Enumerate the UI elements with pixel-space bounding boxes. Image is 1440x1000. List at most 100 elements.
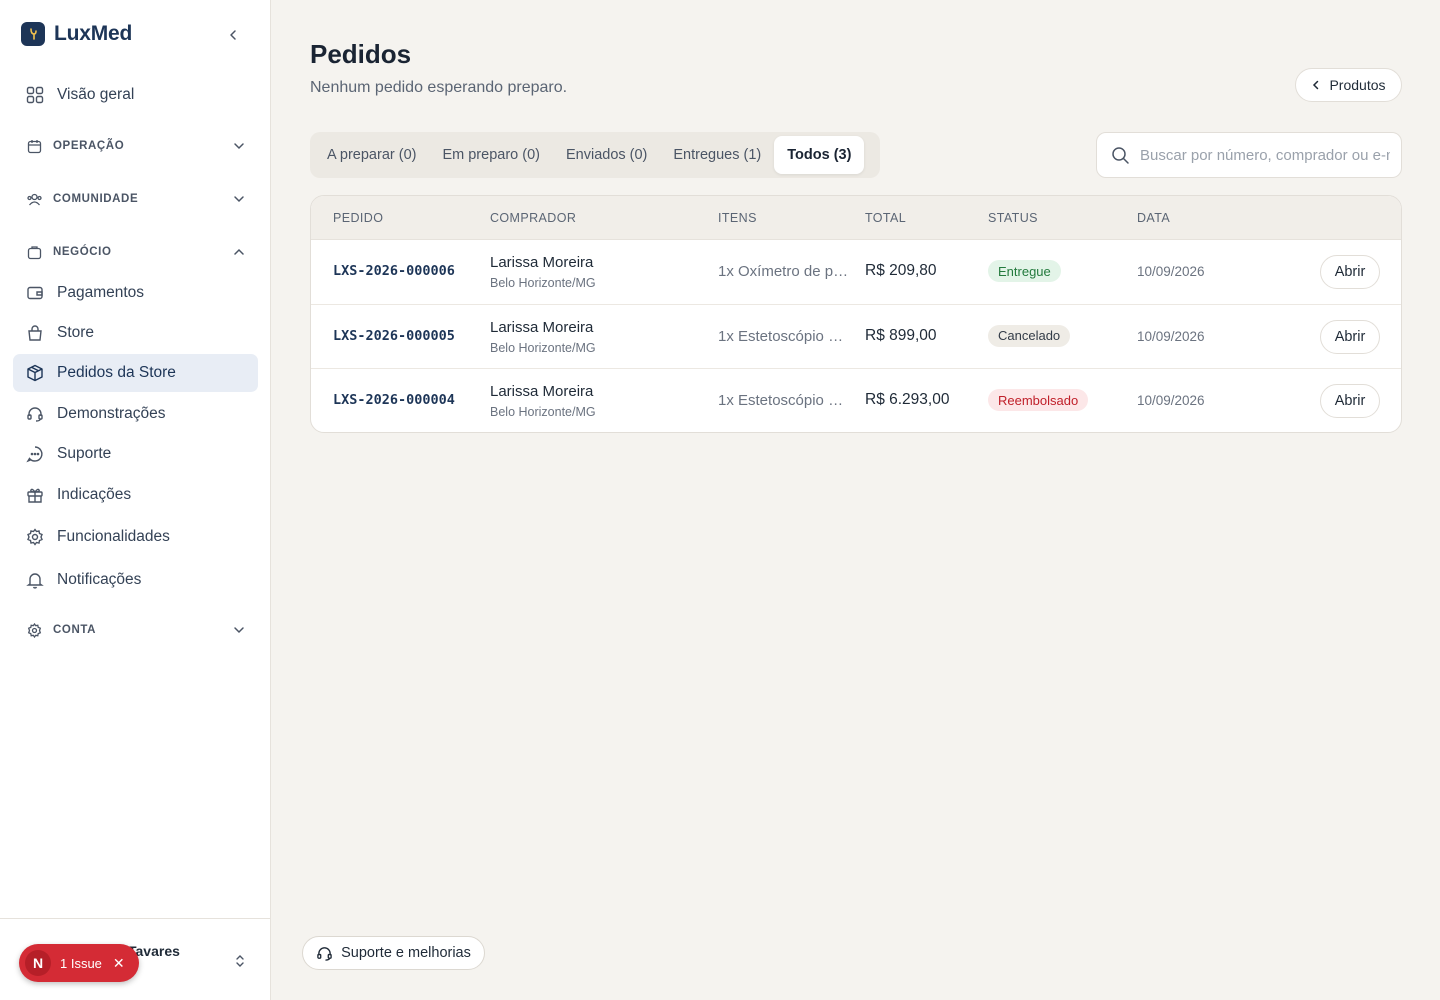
- brand[interactable]: LuxMed: [21, 22, 132, 46]
- sidebar-item-label: Store: [57, 324, 95, 341]
- section-label: NEGÓCIO: [53, 246, 112, 258]
- sidebar-item-store[interactable]: Store: [13, 314, 258, 352]
- sidebar: LuxMed Visão geral OPERAÇÃO COMUNIDADE N…: [0, 0, 271, 1000]
- tab-entregues[interactable]: Entregues (1): [673, 147, 762, 163]
- table-row[interactable]: LXS-2026-000004 Larissa Moreira Belo Hor…: [311, 369, 1401, 432]
- sidebar-item-notificacoes[interactable]: Notificações: [13, 561, 258, 599]
- order-id[interactable]: LXS-2026-000006: [333, 263, 455, 279]
- order-date: 10/09/2026: [1137, 393, 1205, 408]
- next-logo-icon: N: [25, 950, 51, 976]
- sidebar-item-pedidos-da-store[interactable]: Pedidos da Store: [13, 354, 258, 392]
- sidebar-item-funcionalidades[interactable]: Funcionalidades: [13, 518, 258, 556]
- column-header-data: DATA: [1137, 211, 1171, 225]
- package-icon: [25, 364, 44, 383]
- tab-em-preparo[interactable]: Em preparo (0): [442, 147, 540, 163]
- brand-logo-icon: [21, 22, 45, 46]
- order-items: 1x Estetoscópio Li...: [718, 392, 850, 409]
- chevron-up-icon: [234, 248, 244, 255]
- grid-icon: [25, 86, 44, 105]
- buyer-city: Belo Horizonte/MG: [490, 340, 596, 355]
- table-header: PEDIDO COMPRADOR ITENS TOTAL STATUS DATA: [311, 196, 1401, 240]
- status-tabs: A preparar (0) Em preparo (0) Enviados (…: [310, 132, 880, 178]
- status-badge: Reembolsado: [988, 389, 1089, 411]
- products-button-label: Produtos: [1329, 77, 1386, 93]
- open-order-button[interactable]: Abrir: [1320, 255, 1380, 289]
- sidebar-item-demonstracoes[interactable]: Demonstrações: [13, 395, 258, 433]
- column-header-pedido: PEDIDO: [333, 211, 384, 225]
- section-comunidade[interactable]: COMUNIDADE: [13, 184, 258, 214]
- sidebar-item-pagamentos[interactable]: Pagamentos: [13, 274, 258, 312]
- headset-icon: [25, 405, 44, 424]
- buyer-name: Larissa Moreira: [490, 254, 594, 271]
- section-operacao[interactable]: OPERAÇÃO: [13, 131, 258, 161]
- page-title: Pedidos: [310, 39, 412, 69]
- table-row[interactable]: LXS-2026-000005 Larissa Moreira Belo Hor…: [311, 305, 1401, 369]
- issue-badge[interactable]: N 1 Issue ✕: [19, 944, 139, 982]
- tab-todos[interactable]: Todos (3): [774, 136, 865, 174]
- buyer-name: Larissa Moreira: [490, 383, 594, 400]
- section-negocio[interactable]: NEGÓCIO: [13, 237, 258, 267]
- support-button-label: Suporte e melhorias: [341, 945, 471, 961]
- calendar-icon: [25, 137, 44, 156]
- search-input[interactable]: [1140, 146, 1390, 164]
- collapse-sidebar-button[interactable]: [222, 24, 244, 46]
- users-icon: [25, 190, 44, 209]
- wallet-icon: [25, 284, 44, 303]
- order-total: R$ 209,80: [865, 262, 937, 279]
- open-order-button[interactable]: Abrir: [1320, 384, 1380, 418]
- support-feedback-button[interactable]: Suporte e melhorias: [302, 936, 485, 970]
- column-header-itens: ITENS: [718, 211, 757, 225]
- status-badge: Cancelado: [988, 324, 1071, 347]
- section-label: COMUNIDADE: [53, 193, 139, 205]
- search-box: [1096, 132, 1402, 178]
- column-header-total: TOTAL: [865, 211, 907, 225]
- sidebar-item-label: Suporte: [57, 445, 112, 462]
- order-total: R$ 6.293,00: [865, 391, 950, 408]
- user-menu[interactable]: Tavares N 1 Issue ✕: [0, 918, 270, 1000]
- chevron-up-down-icon[interactable]: [232, 953, 248, 969]
- products-button[interactable]: Produtos: [1295, 68, 1402, 102]
- buyer-name: Larissa Moreira: [490, 318, 594, 336]
- gift-icon: [25, 486, 44, 505]
- sidebar-item-visao-geral[interactable]: Visão geral: [13, 76, 258, 114]
- chat-bubble-icon: [25, 445, 44, 464]
- sidebar-item-label: Notificações: [57, 571, 142, 588]
- headset-icon: [317, 946, 332, 961]
- chevron-left-icon: [1313, 80, 1319, 90]
- search-icon: [1112, 146, 1129, 164]
- status-badge: Entregue: [988, 260, 1061, 282]
- section-label: OPERAÇÃO: [53, 140, 125, 152]
- section-conta[interactable]: CONTA: [13, 615, 258, 645]
- order-date: 10/09/2026: [1137, 264, 1205, 279]
- sidebar-item-indicacoes[interactable]: Indicações: [13, 476, 258, 514]
- sidebar-item-label: Pagamentos: [57, 284, 145, 301]
- close-icon[interactable]: ✕: [112, 954, 125, 971]
- order-id[interactable]: LXS-2026-000005: [333, 327, 455, 344]
- tab-a-preparar[interactable]: A preparar (0): [327, 147, 417, 163]
- column-header-comprador: COMPRADOR: [490, 211, 577, 225]
- buyer-city: Belo Horizonte/MG: [490, 405, 596, 419]
- page-subtitle: Nenhum pedido esperando preparo.: [310, 79, 568, 96]
- user-name: Tavares: [128, 943, 180, 959]
- gear-icon: [25, 528, 44, 547]
- order-id[interactable]: LXS-2026-000004: [333, 392, 455, 408]
- chevron-left-icon: [230, 30, 236, 40]
- order-items: 1x Oxímetro de pu...: [718, 263, 850, 280]
- sidebar-item-suporte[interactable]: Suporte: [13, 435, 258, 473]
- table-row[interactable]: LXS-2026-000006 Larissa Moreira Belo Hor…: [311, 240, 1401, 305]
- sidebar-item-label: Indicações: [57, 486, 132, 503]
- order-items: 1x Estetoscópio Li...: [718, 327, 850, 345]
- sidebar-item-label: Demonstrações: [57, 405, 166, 422]
- bell-icon: [25, 571, 44, 590]
- tab-enviados[interactable]: Enviados (0): [565, 147, 648, 163]
- orders-table: PEDIDO COMPRADOR ITENS TOTAL STATUS DATA…: [310, 195, 1402, 433]
- settings-icon: [25, 621, 44, 640]
- order-date: 10/09/2026: [1137, 328, 1205, 344]
- order-total: R$ 899,00: [865, 326, 937, 344]
- sidebar-item-label: Pedidos da Store: [57, 364, 176, 381]
- issue-count: 1 Issue: [60, 955, 102, 971]
- column-header-status: STATUS: [988, 211, 1038, 225]
- section-label: CONTA: [53, 624, 97, 636]
- chevron-down-icon: [234, 143, 244, 150]
- open-order-button[interactable]: Abrir: [1320, 319, 1380, 354]
